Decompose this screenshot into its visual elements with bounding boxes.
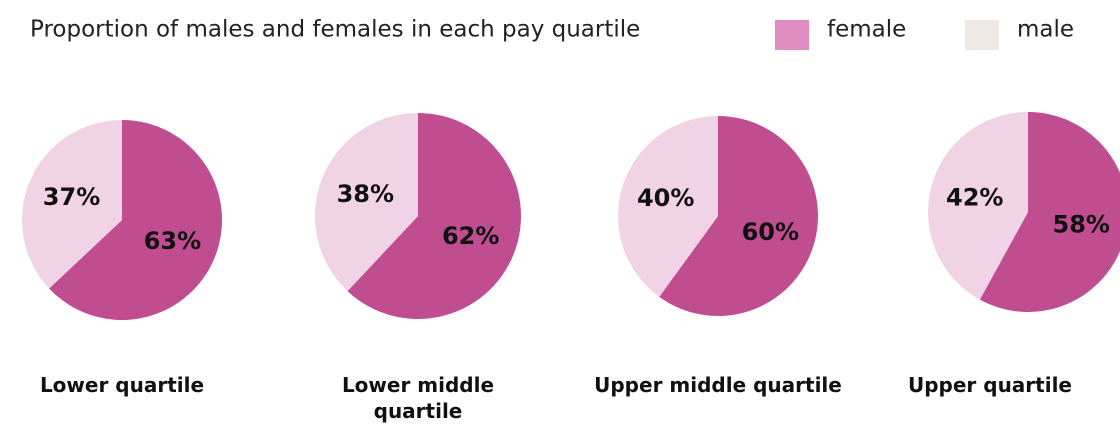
legend-label: female [827,17,906,43]
pie-slice [979,112,1120,312]
data-label: 62% [442,222,499,250]
pie-slice [928,112,1028,300]
data-label: 37% [43,183,100,211]
data-label: 58% [1053,211,1110,239]
pie-slice [618,116,718,297]
pie-caption: Lower middle quartile [341,373,495,423]
data-label: 40% [637,184,694,212]
legend-swatch [965,20,999,50]
pie-slice [22,120,122,289]
legend-swatch [775,20,809,50]
data-label: 38% [337,180,394,208]
pie-slice [659,116,819,316]
pie-slice [347,113,521,319]
pie-slice [315,113,418,292]
chart-title: Proportion of males and females in each … [30,17,640,43]
pie-caption: Lower quartile [39,373,205,397]
data-label: 60% [742,218,799,246]
data-label: 42% [946,183,1003,211]
data-label: 63% [144,227,201,255]
pie-slice [49,120,223,320]
pie-caption: Upper middle quartile [594,373,842,397]
pie-caption: Upper quartile [907,373,1072,397]
legend-label: male [1017,17,1074,43]
